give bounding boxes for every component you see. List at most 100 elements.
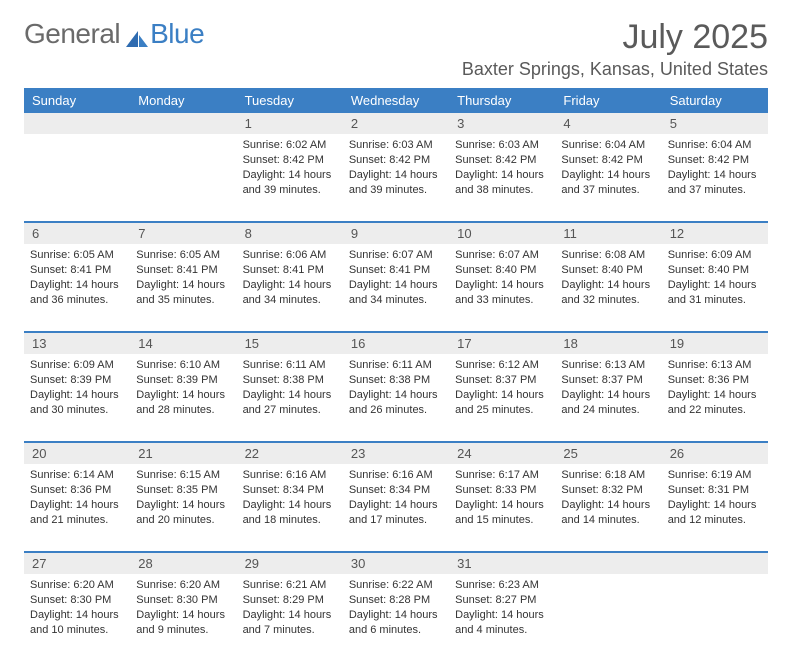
day-number-cell: 2: [343, 113, 449, 134]
day-header-row: Sunday Monday Tuesday Wednesday Thursday…: [24, 88, 768, 113]
day-cell-body: Sunrise: 6:04 AMSunset: 8:42 PMDaylight:…: [555, 134, 661, 203]
day-number-cell: 8: [237, 222, 343, 244]
sunset-text: Sunset: 8:42 PM: [561, 153, 655, 168]
sunrise-text: Sunrise: 6:05 AM: [136, 248, 230, 263]
day-number-cell: 22: [237, 442, 343, 464]
brand-logo: General Blue: [24, 18, 204, 50]
day-number-cell: 11: [555, 222, 661, 244]
sunrise-text: Sunrise: 6:17 AM: [455, 468, 549, 483]
daylight-text: Daylight: 14 hours and 15 minutes.: [455, 498, 549, 528]
day-number-cell: 14: [130, 332, 236, 354]
day-cell-body: Sunrise: 6:22 AMSunset: 8:28 PMDaylight:…: [343, 574, 449, 643]
day-number-row: 2728293031: [24, 552, 768, 574]
daylight-text: Daylight: 14 hours and 34 minutes.: [349, 278, 443, 308]
day-cell: Sunrise: 6:04 AMSunset: 8:42 PMDaylight:…: [662, 134, 768, 222]
sunrise-text: Sunrise: 6:12 AM: [455, 358, 549, 373]
day-number-cell: 31: [449, 552, 555, 574]
day-number-cell: 23: [343, 442, 449, 464]
sunrise-text: Sunrise: 6:06 AM: [243, 248, 337, 263]
day-header: Wednesday: [343, 88, 449, 113]
sunset-text: Sunset: 8:37 PM: [561, 373, 655, 388]
day-number-cell: 4: [555, 113, 661, 134]
day-cell: Sunrise: 6:03 AMSunset: 8:42 PMDaylight:…: [449, 134, 555, 222]
daylight-text: Daylight: 14 hours and 18 minutes.: [243, 498, 337, 528]
sunset-text: Sunset: 8:30 PM: [136, 593, 230, 608]
day-number-cell: 17: [449, 332, 555, 354]
day-cell-body: Sunrise: 6:11 AMSunset: 8:38 PMDaylight:…: [237, 354, 343, 423]
day-cell: Sunrise: 6:23 AMSunset: 8:27 PMDaylight:…: [449, 574, 555, 662]
day-number-cell: 10: [449, 222, 555, 244]
sunrise-text: Sunrise: 6:11 AM: [243, 358, 337, 373]
day-cell-body: Sunrise: 6:16 AMSunset: 8:34 PMDaylight:…: [343, 464, 449, 533]
day-number-cell: 15: [237, 332, 343, 354]
sunrise-text: Sunrise: 6:07 AM: [349, 248, 443, 263]
day-cell: Sunrise: 6:12 AMSunset: 8:37 PMDaylight:…: [449, 354, 555, 442]
day-cell-body: Sunrise: 6:17 AMSunset: 8:33 PMDaylight:…: [449, 464, 555, 533]
day-cell: Sunrise: 6:07 AMSunset: 8:41 PMDaylight:…: [343, 244, 449, 332]
title-block: July 2025 Baxter Springs, Kansas, United…: [462, 18, 768, 80]
day-number-row: 12345: [24, 113, 768, 134]
sunset-text: Sunset: 8:30 PM: [30, 593, 124, 608]
calendar-table: Sunday Monday Tuesday Wednesday Thursday…: [24, 88, 768, 662]
sunset-text: Sunset: 8:34 PM: [349, 483, 443, 498]
day-cell-body: Sunrise: 6:02 AMSunset: 8:42 PMDaylight:…: [237, 134, 343, 203]
sunset-text: Sunset: 8:42 PM: [668, 153, 762, 168]
daylight-text: Daylight: 14 hours and 9 minutes.: [136, 608, 230, 638]
day-cell: Sunrise: 6:17 AMSunset: 8:33 PMDaylight:…: [449, 464, 555, 552]
sunset-text: Sunset: 8:40 PM: [455, 263, 549, 278]
day-cell: Sunrise: 6:19 AMSunset: 8:31 PMDaylight:…: [662, 464, 768, 552]
day-cell: Sunrise: 6:04 AMSunset: 8:42 PMDaylight:…: [555, 134, 661, 222]
day-cell-body: Sunrise: 6:19 AMSunset: 8:31 PMDaylight:…: [662, 464, 768, 533]
daylight-text: Daylight: 14 hours and 38 minutes.: [455, 168, 549, 198]
sunrise-text: Sunrise: 6:16 AM: [243, 468, 337, 483]
day-number-cell: 25: [555, 442, 661, 464]
sunset-text: Sunset: 8:33 PM: [455, 483, 549, 498]
day-cell: Sunrise: 6:22 AMSunset: 8:28 PMDaylight:…: [343, 574, 449, 662]
day-cell: Sunrise: 6:18 AMSunset: 8:32 PMDaylight:…: [555, 464, 661, 552]
daylight-text: Daylight: 14 hours and 10 minutes.: [30, 608, 124, 638]
day-number-cell: 19: [662, 332, 768, 354]
day-cell: Sunrise: 6:21 AMSunset: 8:29 PMDaylight:…: [237, 574, 343, 662]
day-cell: Sunrise: 6:09 AMSunset: 8:39 PMDaylight:…: [24, 354, 130, 442]
day-cell-body: Sunrise: 6:05 AMSunset: 8:41 PMDaylight:…: [24, 244, 130, 313]
day-cell-body: Sunrise: 6:21 AMSunset: 8:29 PMDaylight:…: [237, 574, 343, 643]
sunrise-text: Sunrise: 6:10 AM: [136, 358, 230, 373]
daylight-text: Daylight: 14 hours and 21 minutes.: [30, 498, 124, 528]
daylight-text: Daylight: 14 hours and 20 minutes.: [136, 498, 230, 528]
day-cell-body: Sunrise: 6:14 AMSunset: 8:36 PMDaylight:…: [24, 464, 130, 533]
sunrise-text: Sunrise: 6:19 AM: [668, 468, 762, 483]
sunset-text: Sunset: 8:35 PM: [136, 483, 230, 498]
daylight-text: Daylight: 14 hours and 26 minutes.: [349, 388, 443, 418]
sunrise-text: Sunrise: 6:20 AM: [136, 578, 230, 593]
daylight-text: Daylight: 14 hours and 39 minutes.: [349, 168, 443, 198]
sunset-text: Sunset: 8:40 PM: [561, 263, 655, 278]
sunrise-text: Sunrise: 6:02 AM: [243, 138, 337, 153]
sunrise-text: Sunrise: 6:04 AM: [561, 138, 655, 153]
daylight-text: Daylight: 14 hours and 37 minutes.: [668, 168, 762, 198]
day-cell: Sunrise: 6:20 AMSunset: 8:30 PMDaylight:…: [24, 574, 130, 662]
sunrise-text: Sunrise: 6:03 AM: [349, 138, 443, 153]
day-cell: [130, 134, 236, 222]
day-cell: Sunrise: 6:16 AMSunset: 8:34 PMDaylight:…: [343, 464, 449, 552]
day-cell: Sunrise: 6:13 AMSunset: 8:37 PMDaylight:…: [555, 354, 661, 442]
day-header: Saturday: [662, 88, 768, 113]
sunset-text: Sunset: 8:32 PM: [561, 483, 655, 498]
day-cell-body: Sunrise: 6:03 AMSunset: 8:42 PMDaylight:…: [343, 134, 449, 203]
day-body-row: Sunrise: 6:05 AMSunset: 8:41 PMDaylight:…: [24, 244, 768, 332]
location-text: Baxter Springs, Kansas, United States: [462, 59, 768, 80]
daylight-text: Daylight: 14 hours and 24 minutes.: [561, 388, 655, 418]
day-cell-body: Sunrise: 6:16 AMSunset: 8:34 PMDaylight:…: [237, 464, 343, 533]
daylight-text: Daylight: 14 hours and 27 minutes.: [243, 388, 337, 418]
day-number-cell: 26: [662, 442, 768, 464]
sunset-text: Sunset: 8:42 PM: [455, 153, 549, 168]
day-cell-body: Sunrise: 6:05 AMSunset: 8:41 PMDaylight:…: [130, 244, 236, 313]
sunrise-text: Sunrise: 6:13 AM: [668, 358, 762, 373]
day-header: Monday: [130, 88, 236, 113]
day-number-cell: 29: [237, 552, 343, 574]
day-cell-body: Sunrise: 6:10 AMSunset: 8:39 PMDaylight:…: [130, 354, 236, 423]
day-number-cell: 13: [24, 332, 130, 354]
day-number-cell: 3: [449, 113, 555, 134]
sunset-text: Sunset: 8:39 PM: [30, 373, 124, 388]
day-cell-body: Sunrise: 6:11 AMSunset: 8:38 PMDaylight:…: [343, 354, 449, 423]
day-number-cell: [555, 552, 661, 574]
